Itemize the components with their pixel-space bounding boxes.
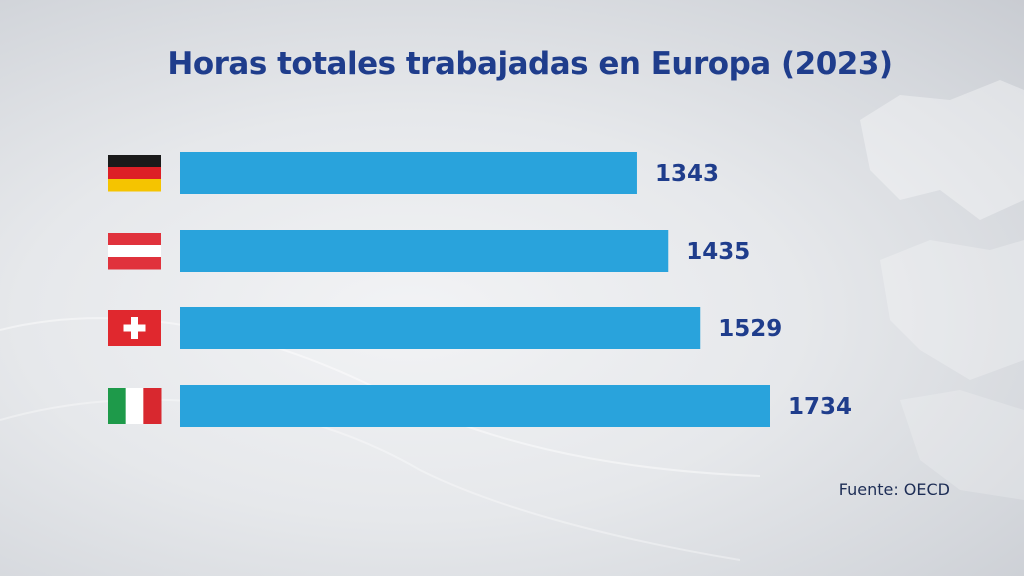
bar-italia	[180, 385, 770, 427]
switzerland-flag-icon	[108, 310, 161, 346]
bar-suiza	[180, 307, 701, 349]
value-label-italia: 1734	[788, 394, 852, 420]
value-label-alemania: 1343	[655, 161, 719, 187]
bar-alemania	[180, 152, 637, 194]
source-note: Fuente: OECD	[838, 480, 950, 499]
italy-flag-icon	[108, 388, 162, 424]
value-label-austria: 1435	[686, 239, 750, 265]
germany-flag-icon	[108, 155, 161, 192]
value-label-suiza: 1529	[718, 316, 782, 342]
chart-title: Horas totales trabajadas en Europa (2023…	[167, 46, 893, 82]
bar-austria	[180, 230, 669, 272]
austria-flag-icon	[108, 233, 161, 270]
